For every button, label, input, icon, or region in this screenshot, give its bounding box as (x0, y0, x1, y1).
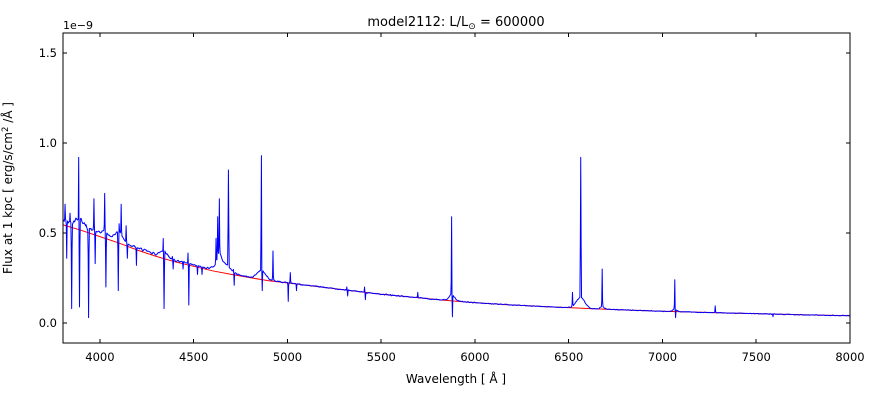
plot-frame (62, 32, 851, 344)
axis-ticks (63, 33, 851, 343)
superscript-2: 2 (1, 127, 11, 132)
y-tick-label: 1.0 (39, 136, 57, 150)
x-tick-label: 6000 (460, 350, 489, 364)
y-axis-offset-text: 1e−9 (63, 19, 93, 32)
x-tick-label: 4500 (179, 350, 208, 364)
x-tick-label: 7000 (648, 350, 677, 364)
x-tick-label: 5500 (367, 350, 396, 364)
spectrum-line (62, 155, 850, 319)
x-tick-label: 4000 (85, 350, 114, 364)
y-tick-label: 0.5 (39, 226, 57, 240)
axis-tick-labels: 4000 4500 5000 5500 6000 6500 7000 7500 8000 0.0 0… (39, 46, 865, 364)
x-tick-label: 7500 (742, 350, 771, 364)
y-tick-label: 1.5 (39, 46, 57, 60)
x-tick-label: 5000 (273, 350, 302, 364)
continuum-line (62, 224, 851, 317)
x-axis-label: Wavelength [ Å ] (406, 371, 506, 386)
sun-symbol: ⊙ (468, 22, 476, 32)
y-axis-label: Flux at 1 kpc [ erg/s/cm2 /Å ] (0, 102, 15, 274)
chart-title: model2112: L/L⊙ = 600000 (367, 15, 544, 32)
y-tick-label: 0.0 (39, 316, 57, 330)
x-tick-label: 8000 (835, 350, 864, 364)
x-tick-label: 6500 (554, 350, 583, 364)
